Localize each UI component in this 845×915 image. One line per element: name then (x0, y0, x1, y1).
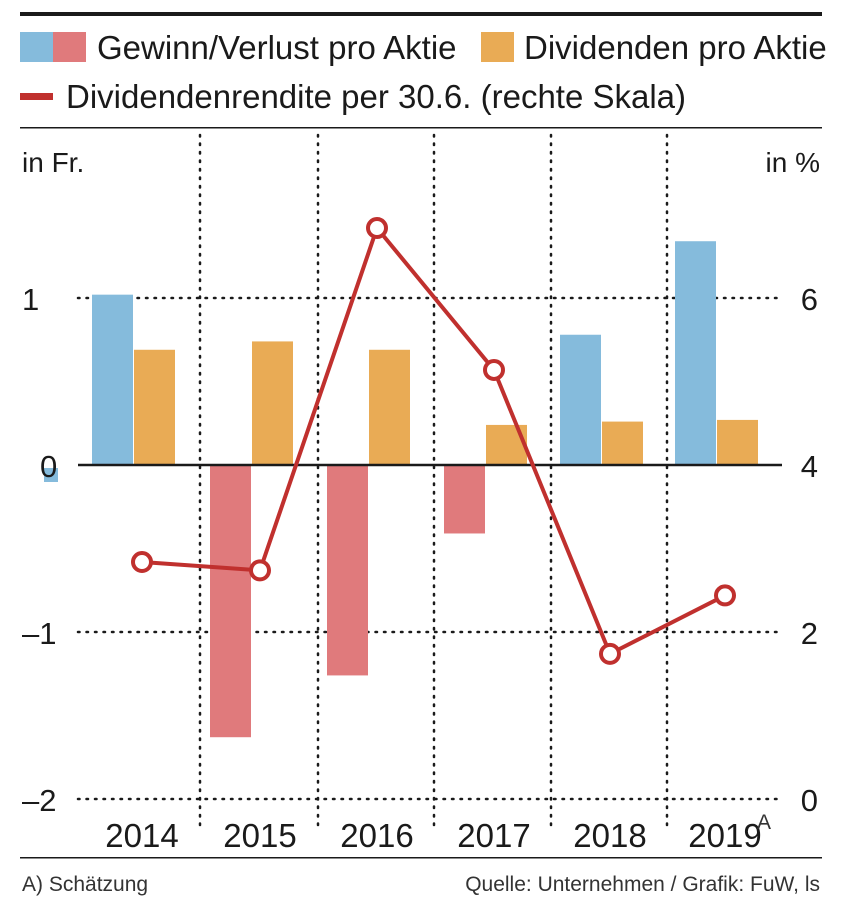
yield-point-2014 (131, 551, 153, 574)
yield-point-2016 (366, 217, 388, 240)
left-tick-minus1: –1 (22, 616, 56, 651)
right-tick-6: 6 (801, 282, 818, 317)
right-tick-0: 0 (801, 783, 818, 818)
eps-bar-2014 (92, 294, 133, 465)
left-tick-0: 0 (40, 449, 57, 484)
legend-label-dividend: Dividenden pro Aktie (524, 29, 827, 66)
legend-swatch-positive (20, 32, 53, 62)
right-tick-4: 4 (801, 449, 818, 484)
bars (92, 241, 758, 738)
category-label-2019: 2019 (688, 817, 761, 854)
category-label-2014: 2014 (105, 817, 178, 854)
yield-point-2019 (714, 584, 736, 607)
right-tick-labels: 6 4 2 0 (801, 282, 818, 818)
dividend-bar-2019 (717, 419, 758, 465)
legend-label-yield: Dividendenrendite per 30.6. (rechte Skal… (66, 78, 686, 115)
eps-bar-2017 (444, 465, 485, 534)
top-rule (20, 12, 822, 16)
zero-tick-highlight (44, 468, 58, 482)
right-tick-2: 2 (801, 616, 818, 651)
legend-swatch-negative (53, 32, 86, 62)
eps-bar-2015 (210, 465, 251, 738)
legend-swatch-dividend (481, 32, 514, 62)
dividend-bar-2015 (252, 341, 293, 465)
estimate-superscript: A (757, 811, 771, 834)
yield-point-2015 (249, 559, 271, 582)
category-labels: 2014 2015 2016 2017 2018 2019 A (105, 811, 771, 854)
left-tick-labels: 1 0 –1 –2 (22, 282, 58, 818)
yield-polyline (141, 226, 726, 656)
dividend-bar-2016 (369, 349, 410, 465)
yield-line (131, 217, 736, 665)
legend-swatch-yield (20, 93, 53, 100)
left-axis-unit: in Fr. (22, 147, 84, 178)
footnote: A) Schätzung (22, 873, 148, 896)
eps-bar-2019 (675, 241, 716, 465)
right-axis-unit: in % (766, 147, 820, 178)
yield-point-2018 (599, 642, 621, 665)
category-label-2017: 2017 (457, 817, 530, 854)
eps-bar-2018 (560, 334, 601, 465)
gridlines (76, 133, 784, 832)
category-label-2016: 2016 (340, 817, 413, 854)
left-tick-minus2: –2 (22, 783, 56, 818)
dividend-bar-2014 (134, 349, 175, 465)
legend: Gewinn/Verlust pro Aktie Dividenden pro … (20, 29, 827, 115)
legend-rule (20, 127, 822, 129)
source: Quelle: Unternehmen / Grafik: FuW, ls (465, 873, 820, 896)
left-tick-1: 1 (22, 282, 39, 317)
eps-bar-2016 (327, 465, 368, 676)
legend-label-eps: Gewinn/Verlust pro Aktie (97, 29, 457, 66)
category-label-2018: 2018 (573, 817, 646, 854)
category-label-2015: 2015 (223, 817, 296, 854)
bottom-rule (20, 857, 822, 859)
yield-point-2017 (483, 358, 505, 381)
dividend-bar-2018 (602, 421, 643, 465)
